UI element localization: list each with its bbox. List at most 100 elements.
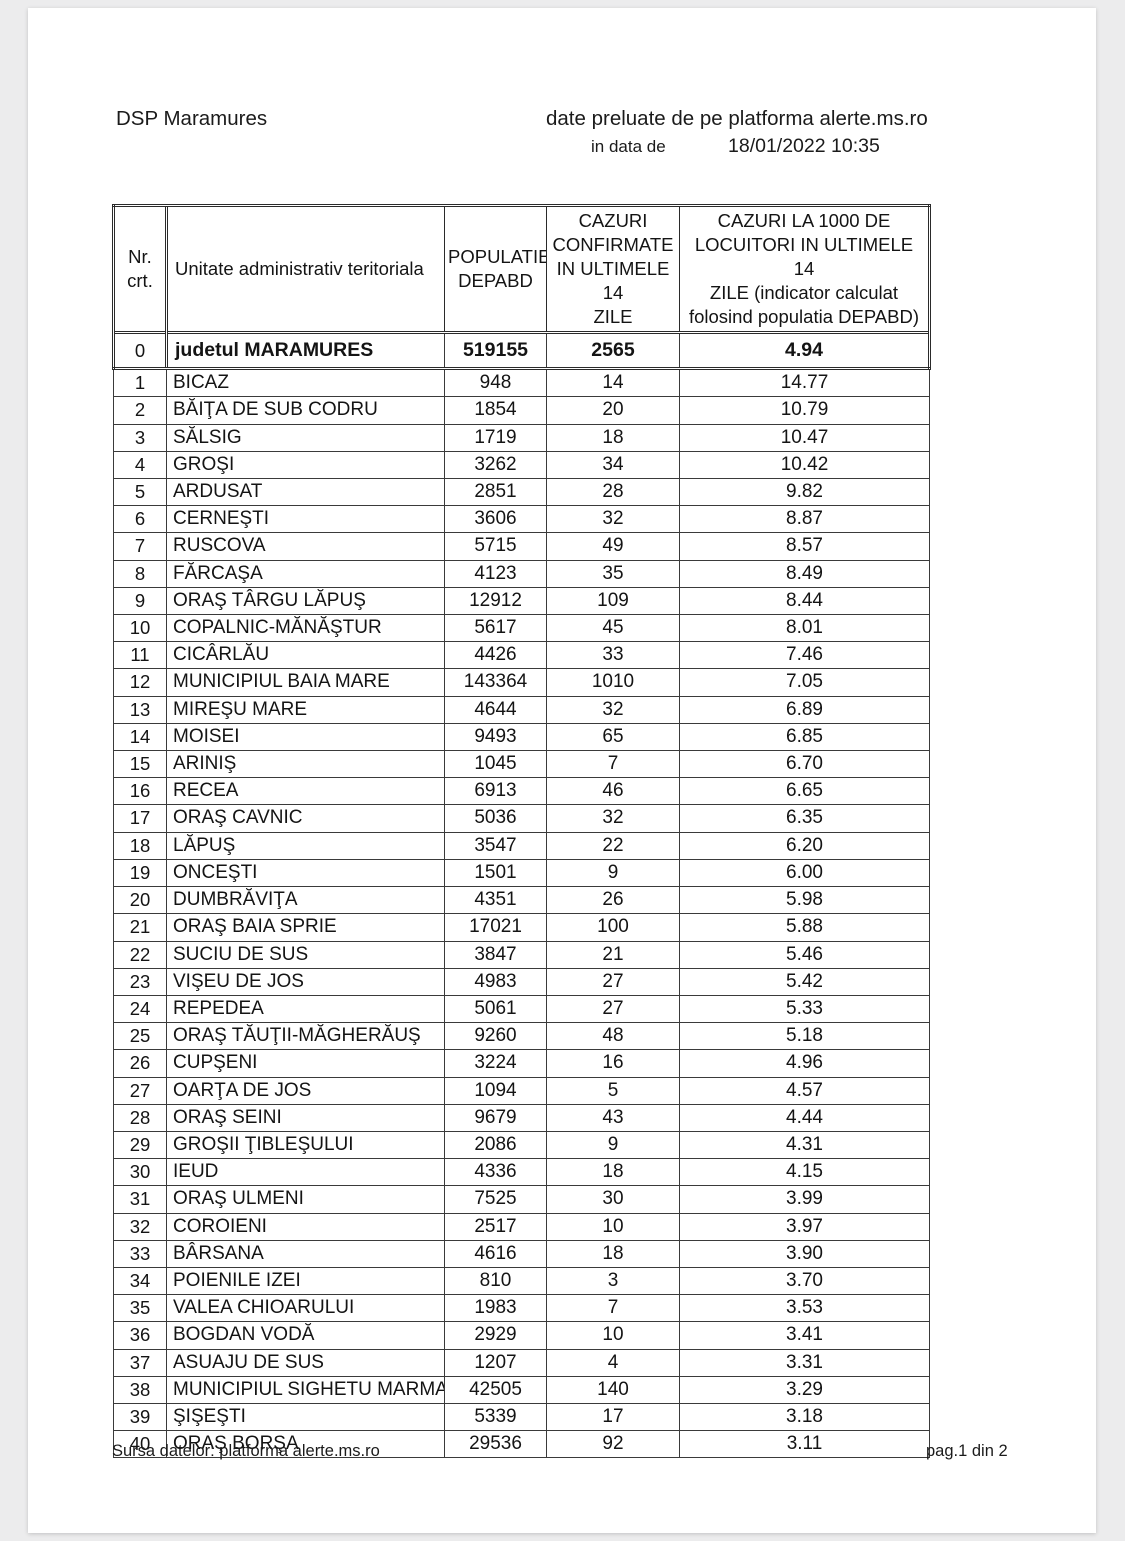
table-row: 8 FĂRCAŞA 4123 35 8.49 — [113, 559, 930, 588]
cell-nr: 14 — [113, 722, 167, 752]
cell-cazuri: 48 — [546, 1022, 680, 1051]
cell-cazuri: 34 — [546, 450, 680, 480]
cell-populatie: 5036 — [444, 804, 547, 833]
cell-nr: 32 — [113, 1212, 167, 1241]
cell-nr: 3 — [113, 423, 167, 452]
table-row: 35 VALEA CHIOARULUI 1983 7 3.53 — [113, 1294, 930, 1323]
cell-uat: CUPŞENI — [166, 1049, 445, 1078]
column-header-nr-crt: Nr. crt. — [112, 203, 167, 334]
cell-cazuri: 45 — [546, 614, 680, 643]
cell-rata: 3.29 — [679, 1375, 930, 1404]
cell-uat: FĂRCAŞA — [166, 559, 445, 588]
table-row: 9 ORAŞ TÂRGU LĂPUŞ 12912 109 8.44 — [113, 586, 930, 616]
cell-cazuri: 43 — [546, 1103, 680, 1132]
table-row: 37 ASUAJU DE SUS 1207 4 3.31 — [113, 1348, 930, 1377]
cell-populatie: 143364 — [444, 668, 547, 697]
column-header-cazuri-la-1000: CAZURI LA 1000 DE LOCUITORI IN ULTIMELE … — [679, 203, 931, 334]
total-nr: 0 — [112, 331, 167, 371]
column-header-uat: Unitate administrativ teritoriala — [165, 203, 445, 334]
cell-cazuri: 140 — [546, 1375, 680, 1404]
cell-nr: 25 — [113, 1022, 167, 1051]
cell-rata: 5.98 — [679, 886, 930, 915]
cell-rata: 10.42 — [679, 450, 930, 480]
cell-uat: COROIENI — [166, 1212, 445, 1241]
cell-cazuri: 46 — [546, 777, 680, 806]
cell-uat: SĂLSIG — [166, 423, 445, 452]
cell-cazuri: 26 — [546, 886, 680, 915]
cell-rata: 3.41 — [679, 1321, 930, 1350]
cell-populatie: 3224 — [444, 1049, 547, 1078]
cell-uat: BĂIŢA DE SUB CODRU — [166, 396, 445, 425]
cell-cazuri: 20 — [546, 396, 680, 425]
cell-cazuri: 14 — [546, 368, 680, 398]
cell-rata: 10.47 — [679, 423, 930, 452]
cell-nr: 18 — [113, 831, 167, 860]
office-name: DSP Maramures — [116, 107, 268, 130]
table-row: 24 REPEDEA 5061 27 5.33 — [113, 994, 930, 1024]
cell-uat: DUMBRĂVIŢA — [166, 886, 445, 915]
cell-populatie: 810 — [444, 1266, 547, 1296]
cell-populatie: 2517 — [444, 1212, 547, 1241]
cell-uat: MUNICIPIUL BAIA MARE — [166, 668, 445, 697]
table-body: 0 judetul MARAMURES 519155 2565 4.94 1 BI… — [112, 331, 931, 1459]
cell-populatie: 4336 — [444, 1158, 547, 1187]
cell-uat: GROŞII ŢIBLEŞULUI — [166, 1130, 445, 1160]
cell-rata: 3.99 — [679, 1185, 930, 1214]
cell-cazuri: 27 — [546, 994, 680, 1024]
cell-nr: 10 — [113, 614, 167, 643]
cell-nr: 39 — [113, 1402, 167, 1432]
cell-uat: COPALNIC-MĂNĂŞTUR — [166, 614, 445, 643]
cell-populatie: 5061 — [444, 994, 547, 1024]
table-row: 28 ORAŞ SEINI 9679 43 4.44 — [113, 1103, 930, 1132]
table-row: 16 RECEA 6913 46 6.65 — [113, 777, 930, 806]
cell-cazuri: 92 — [546, 1430, 680, 1459]
cell-uat: ARINIŞ — [166, 750, 445, 779]
cell-rata: 14.77 — [679, 368, 930, 398]
cell-rata: 5.88 — [679, 913, 930, 942]
cell-populatie: 12912 — [444, 586, 547, 616]
cell-rata: 6.89 — [679, 695, 930, 724]
cell-cazuri: 32 — [546, 804, 680, 833]
cell-cazuri: 65 — [546, 722, 680, 752]
cell-uat: ORAŞ BORŞA — [166, 1430, 445, 1459]
cell-nr: 24 — [113, 994, 167, 1024]
cell-nr: 37 — [113, 1348, 167, 1377]
cell-populatie: 1854 — [444, 396, 547, 425]
table-row: 36 BOGDAN VODĂ 2929 10 3.41 — [113, 1321, 930, 1350]
cell-uat: ORAŞ ULMENI — [166, 1185, 445, 1214]
cell-populatie: 4983 — [444, 967, 547, 996]
cell-populatie: 9260 — [444, 1022, 547, 1051]
cell-nr: 22 — [113, 940, 167, 969]
covid-incidence-table: Nr. crt. Unitate administrativ teritoria… — [112, 203, 931, 1459]
cell-nr: 36 — [113, 1321, 167, 1350]
table-row: 4 GROŞI 3262 34 10.42 — [113, 450, 930, 480]
cell-rata: 6.00 — [679, 858, 930, 888]
cell-rata: 3.90 — [679, 1239, 930, 1268]
cell-rata: 8.49 — [679, 559, 930, 588]
cell-uat: SUCIU DE SUS — [166, 940, 445, 969]
cell-nr: 21 — [113, 913, 167, 942]
cell-cazuri: 4 — [546, 1348, 680, 1377]
cell-rata: 6.65 — [679, 777, 930, 806]
cell-nr: 38 — [113, 1375, 167, 1404]
cell-cazuri: 21 — [546, 940, 680, 969]
table-row: 21 ORAŞ BAIA SPRIE 17021 100 5.88 — [113, 913, 930, 942]
cell-cazuri: 33 — [546, 641, 680, 670]
cell-rata: 6.20 — [679, 831, 930, 860]
cell-cazuri: 35 — [546, 559, 680, 588]
cell-populatie: 948 — [444, 368, 547, 398]
column-header-nr-line1: Nr. — [128, 246, 152, 268]
cell-cazuri: 18 — [546, 1239, 680, 1268]
date-label: in data de — [591, 137, 666, 156]
cell-uat: ORAŞ BAIA SPRIE — [166, 913, 445, 942]
table-row: 2 BĂIŢA DE SUB CODRU 1854 20 10.79 — [113, 396, 930, 425]
table-row: 19 ONCEŞTI 1501 9 6.00 — [113, 858, 930, 888]
cell-cazuri: 32 — [546, 505, 680, 534]
cell-populatie: 1094 — [444, 1076, 547, 1105]
cell-rata: 6.85 — [679, 722, 930, 752]
cell-uat: ŞIŞEŞTI — [166, 1402, 445, 1432]
cell-uat: ONCEŞTI — [166, 858, 445, 888]
cell-nr: 20 — [113, 886, 167, 915]
cell-cazuri: 5 — [546, 1076, 680, 1105]
